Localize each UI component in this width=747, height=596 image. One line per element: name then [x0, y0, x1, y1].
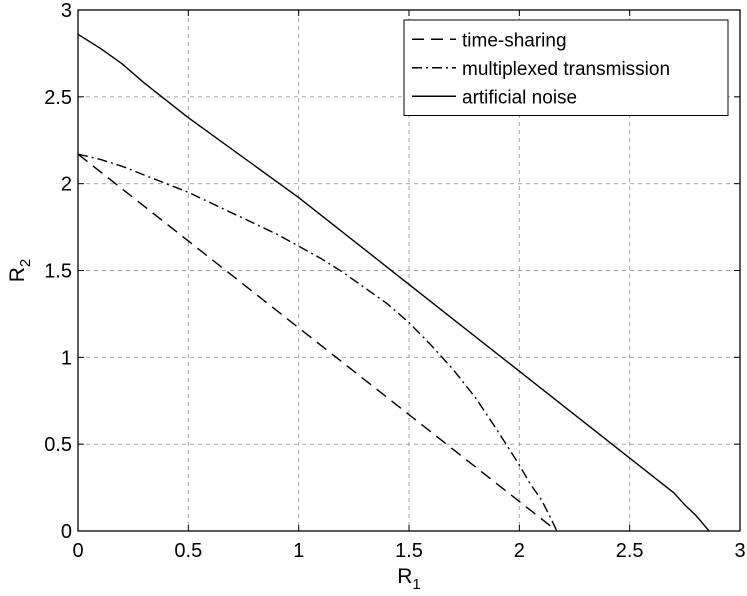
axis-ticks: 0 0.5 1 1.5 2 2.5 3 0 0.5 1 1.5 2 2.5 3: [44, 0, 745, 562]
y-tick-label: 3: [61, 0, 72, 22]
legend-label: artificial noise: [462, 87, 577, 108]
y-tick-label: 2: [61, 174, 72, 196]
x-tick-label: 0: [72, 540, 83, 562]
x-axis-label: R1: [397, 565, 421, 593]
y-axis-label: R2: [6, 259, 34, 283]
x-tick-label: 1.5: [395, 540, 423, 562]
x-tick-label: 2: [514, 540, 525, 562]
plot-series: [77, 33, 710, 532]
x-tick-label: 0.5: [174, 540, 202, 562]
series-line-multiplexed-transmission: [77, 153, 558, 532]
x-tick-label: 2.5: [616, 540, 644, 562]
legend: time-sharing multiplexed transmission arti…: [403, 19, 729, 116]
legend-label: time-sharing: [462, 30, 567, 51]
series-line-time-sharing: [77, 153, 558, 532]
y-tick-label: 2.5: [44, 87, 72, 109]
legend-label: multiplexed transmission: [462, 59, 670, 80]
y-tick-label: 1.5: [44, 261, 72, 283]
y-tick-label: 0: [61, 521, 72, 543]
x-tick-label: 1: [293, 540, 304, 562]
y-tick-label: 1: [61, 347, 72, 369]
x-tick-label: 3: [734, 540, 745, 562]
series-line-artificial-noise: [77, 33, 710, 532]
legend-box: [403, 19, 729, 116]
y-tick-label: 0.5: [44, 434, 72, 456]
